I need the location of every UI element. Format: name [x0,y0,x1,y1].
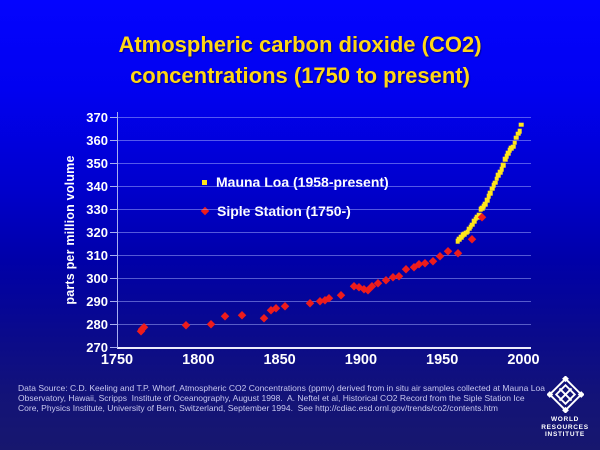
mauna-loa-data-point [515,131,521,136]
mauna-loa-data-point [514,135,519,141]
y-tick-label: 320 [86,224,108,240]
y-tick-label: 330 [86,201,108,217]
legend: Mauna Loa (1958-present) Siple Station (… [200,174,389,232]
y-tick-label: 290 [86,293,108,309]
y-tick-label: 270 [86,340,108,355]
source-note-line3: Core, Physics Institute, University of B… [18,403,499,413]
x-tick-label: 1800 [182,352,215,368]
mauna-loa-data-point [465,229,470,235]
siple-data-point [429,256,438,265]
mauna-loa-data-point [470,222,475,228]
plot-area: Mauna Loa (1958-present) Siple Station (… [110,112,531,349]
chart-title-line1: Atmospheric carbon dioxide (CO2) [118,32,482,57]
wri-knot-icon [546,376,584,413]
gridline [118,208,531,210]
y-tick-label: 370 [86,109,108,125]
siple-data-point [206,320,215,329]
y-tick-label: 310 [86,247,108,263]
mauna-loa-data-point [518,122,524,127]
chart-title-line2: concentrations (1750 to present) [130,63,470,88]
x-tick-label: 1750 [100,352,134,368]
mauna-loa-data-point [501,162,506,168]
y-tick-label: 300 [86,270,108,286]
mauna-loa-data-point [486,194,492,199]
mauna-loa-data-point [491,183,496,188]
mauna-loa-data-point [499,166,505,172]
mauna-loa-data-point [505,150,511,156]
wri-logo-text-institute: INSTITUTE [545,431,585,438]
siple-legend-label: Siple Station (1750-) [217,203,351,219]
gridline [118,254,531,256]
gridline [118,185,531,187]
mauna-loa-data-point [483,201,488,207]
gridline [118,323,531,325]
gridline [118,277,531,279]
siple-data-point [260,313,269,322]
source-note-line2: Observatory, Hawaii, Scripps Institute o… [18,393,525,403]
gridline [118,162,531,164]
y-axis-tick [110,347,117,348]
wri-logo-text-resources: RESOURCES [541,423,589,431]
source-note-line1: Data Source: C.D. Keeling and T.P. Whorf… [18,383,545,393]
mauna-loa-data-point [512,140,518,146]
mauna-loa-data-point [510,144,516,149]
y-axis-tick [110,139,117,141]
mauna-loa-data-point [494,176,500,182]
y-axis-tick [110,323,117,325]
mauna-loa-data-point [502,156,508,162]
y-axis-tick [110,277,117,279]
mauna-loa-data-point [517,128,522,134]
x-tick-label: 1900 [344,352,378,368]
mauna-loa-data-point [484,197,490,203]
legend-row-mauna-loa: Mauna Loa (1958-present) [202,174,389,190]
y-axis-tick [110,116,117,118]
mauna-loa-legend-label: Mauna Loa (1958-present) [216,174,389,190]
gridline [118,116,531,118]
y-axis-tick-labels: 270 280 290 300 310 320 330 340 350 360 370 [0,109,110,355]
y-axis-tick [110,300,117,302]
y-axis-tick [110,208,117,210]
siple-data-point [468,234,477,243]
gridline [118,139,531,141]
y-tick-label: 350 [86,155,108,171]
siple-data-point [237,311,246,320]
chart-title: Atmospheric carbon dioxide (CO2) concent… [0,29,600,91]
x-tick-label: 1950 [426,352,459,368]
mauna-loa-square-marker-icon [202,179,207,185]
siple-data-point [478,212,487,221]
y-tick-label: 360 [86,132,108,148]
x-tick-label: 2000 [507,352,540,368]
mauna-loa-data-point [489,186,495,192]
siple-data-point [281,302,290,311]
x-axis-tick-labels: 1750 1800 1850 1900 1950 2000 [101,352,540,372]
siple-data-point [221,312,230,321]
y-tick-label: 280 [86,316,108,332]
y-axis-tick [110,231,117,233]
wri-logo: WORLD RESOURCES INSTITUTE [536,376,594,439]
siple-data-point [182,320,191,329]
mauna-loa-data-point [488,190,493,196]
source-note: Data Source: C.D. Keeling and T.P. Whorf… [18,383,552,413]
siple-data-point [401,265,410,274]
y-axis-tick [110,254,117,256]
siple-data-point [435,252,444,260]
y-tick-label: 340 [86,178,108,194]
mauna-loa-data-point [475,214,480,220]
mauna-loa-data-point [492,180,498,185]
y-axis-tick [110,185,117,187]
legend-row-siple: Siple Station (1750-) [200,203,389,219]
y-axis-tick [110,162,117,164]
mauna-loa-data-point [497,169,503,175]
siple-data-point [336,291,345,300]
siple-data-point [421,258,430,267]
gridline [118,231,531,233]
mauna-loa-data-point [496,172,501,178]
wri-logo-text-world: WORLD [550,416,580,423]
mauna-loa-data-point [471,218,477,224]
mauna-loa-data-point [504,153,509,159]
x-tick-label: 1850 [263,352,296,368]
